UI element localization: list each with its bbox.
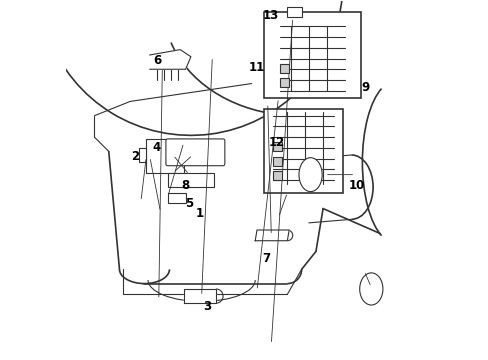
Text: 5: 5	[184, 197, 193, 210]
Bar	[280, 78, 288, 87]
Text: 1: 1	[195, 207, 203, 220]
Text: 7: 7	[262, 252, 269, 265]
Bar	[272, 157, 282, 166]
Bar	[280, 64, 288, 73]
Text: 4: 4	[153, 141, 161, 154]
Bar	[287, 7, 301, 18]
Bar	[272, 143, 282, 152]
Text: 11: 11	[248, 61, 264, 74]
Bar	[167, 193, 185, 203]
Text: 12: 12	[268, 136, 284, 149]
Bar	[272, 171, 282, 180]
Ellipse shape	[298, 158, 322, 192]
Ellipse shape	[359, 273, 382, 305]
Text: 13: 13	[263, 9, 279, 22]
Bar	[139, 148, 146, 162]
FancyBboxPatch shape	[165, 139, 224, 166]
Text: 2: 2	[131, 150, 140, 163]
Text: 9: 9	[361, 81, 369, 94]
Text: 10: 10	[348, 179, 365, 192]
Bar	[167, 173, 214, 187]
Polygon shape	[255, 230, 288, 241]
Bar	[264, 109, 342, 193]
Polygon shape	[149, 50, 190, 69]
Bar	[146, 139, 183, 173]
Text: 3: 3	[203, 300, 211, 313]
Text: 8: 8	[181, 179, 189, 192]
Polygon shape	[183, 289, 216, 303]
Text: 6: 6	[153, 54, 161, 67]
Bar	[264, 12, 360, 98]
